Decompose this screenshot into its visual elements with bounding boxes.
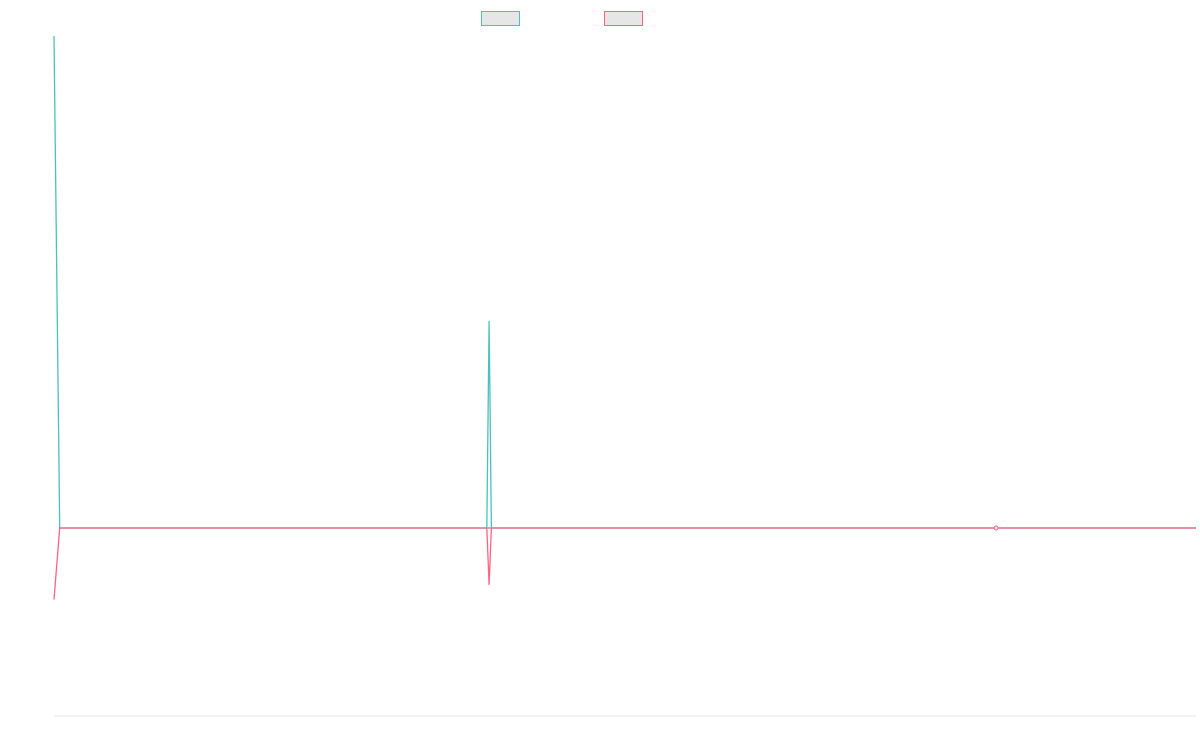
legend-swatch-series-2 <box>604 10 643 26</box>
legend-item-series-2[interactable] <box>604 9 649 27</box>
series-line-1 <box>53 35 1196 529</box>
chart-legend <box>0 9 1200 27</box>
points-layer <box>993 525 999 531</box>
legend-item-series-1[interactable] <box>481 9 526 27</box>
series-layer <box>53 35 1196 600</box>
series-line-2 <box>53 527 1196 600</box>
data-point-marker[interactable] <box>993 525 999 531</box>
legend-swatch-series-1 <box>481 10 520 26</box>
